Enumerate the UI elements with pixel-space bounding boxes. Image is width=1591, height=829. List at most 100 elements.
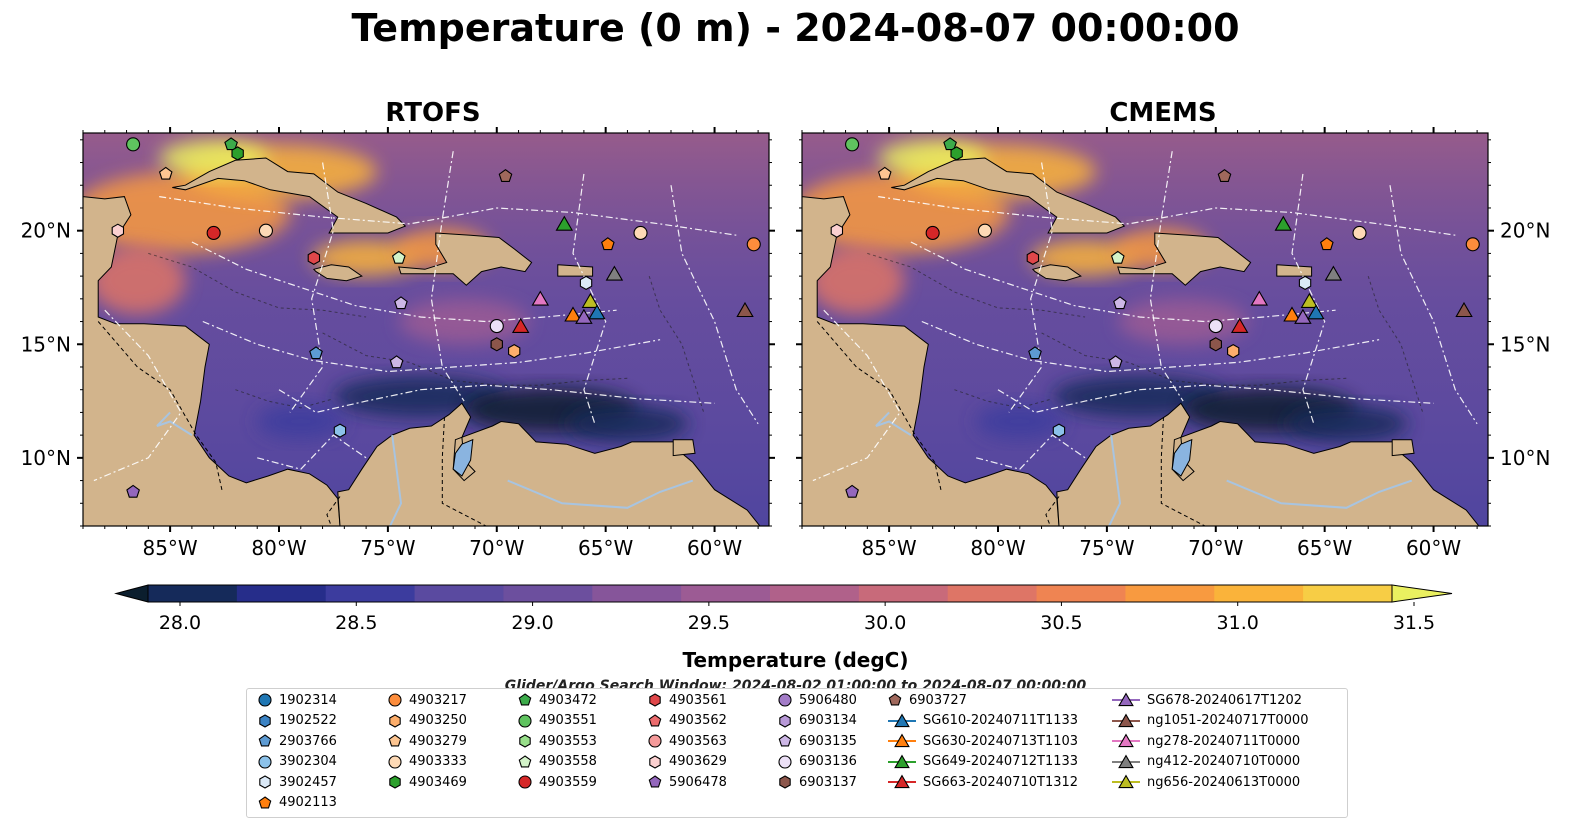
marker-SG663-20240710T1312 [1230, 317, 1249, 333]
colorbar-extend-high [1391, 584, 1453, 603]
legend-item: 4903472 [517, 690, 597, 710]
colorbar-segment [414, 585, 505, 602]
legend-marker [778, 734, 792, 747]
colorbar: 28.0 28.5 29.0 29.5 30.0 30.5 31.0 31.5 [114, 584, 1453, 634]
legend-item: 6903135 [777, 731, 857, 751]
legend-marker [649, 754, 661, 769]
legend-label: 3902457 [279, 774, 337, 790]
legend-item: 4903563 [647, 731, 727, 751]
legend-marker [518, 713, 532, 728]
legend-marker [1118, 774, 1134, 789]
legend-item: 4903562 [647, 711, 727, 731]
legend-marker [648, 713, 662, 726]
legend-label: SG610-20240711T1133 [923, 713, 1079, 728]
colorbar-segment [592, 585, 682, 602]
colorbar-segment [325, 585, 416, 602]
marker-4903629 [111, 223, 125, 238]
marker-4903472 [224, 137, 238, 151]
legend-item: 4902113 [257, 793, 337, 813]
marker-SG678-20240617T1202 [575, 308, 593, 324]
legend-marker [888, 693, 902, 706]
legend-label: ng656-20240613T0000 [1147, 774, 1301, 790]
warm-anomaly [89, 246, 186, 315]
marker-3902457 [1298, 275, 1312, 291]
legend-label: 6903135 [799, 733, 857, 749]
colorbar-tick-label: 28.0 [159, 612, 201, 634]
pentagon-marker-icon [258, 795, 272, 808]
marker-SG610-20240711T1133 [588, 304, 606, 320]
eez-boundary [430, 151, 465, 402]
lake-maracaibo [1171, 438, 1193, 477]
marker-3902304 [1052, 423, 1066, 438]
country-border [1045, 496, 1060, 526]
marker-4903250 [1227, 343, 1240, 359]
marker-ng656-20240613T0000 [581, 292, 600, 308]
lon-tick-label: 80°W [970, 536, 1025, 560]
legend-marker [519, 734, 531, 748]
depth-contour [954, 389, 1053, 409]
triangle-marker-icon [1112, 774, 1140, 789]
warm-anomaly [1117, 298, 1249, 345]
colorbar-tick-label: 29.0 [511, 612, 553, 634]
river [875, 411, 912, 436]
marker-SG630-20240713T1103 [564, 306, 582, 322]
legend-item: ng1051-20240717T0000 [1111, 711, 1308, 731]
map-panel-rtofs: 85°W 80°W 75°W 70°W 65°W 60°W 20°N 15°N 10°N [21, 127, 775, 560]
country-border [816, 321, 942, 493]
legend-label: 6903136 [799, 754, 857, 769]
colorbar-segment [947, 585, 1038, 602]
triangle-marker-icon [888, 753, 916, 768]
lake-maracaibo [452, 438, 474, 477]
marker-4903279 [158, 166, 173, 180]
legend-item: 4903217 [387, 690, 467, 710]
legend-label: 6903727 [909, 692, 967, 708]
legend-marker [648, 734, 662, 748]
hexagon-marker-icon [649, 754, 661, 769]
eez-boundary [1008, 162, 1054, 413]
triangle-marker-icon [888, 774, 916, 789]
marker-ng656-20240613T0000 [1300, 292, 1319, 308]
lat-tick-label: 15°N [21, 332, 71, 356]
hispaniola-land [398, 232, 533, 286]
circle-marker-icon [258, 693, 272, 707]
legend-item: 4903333 [387, 752, 467, 772]
legend-marker [518, 775, 532, 789]
circle-marker-icon [648, 734, 662, 748]
lon-tick-label: 60°W [1406, 536, 1461, 560]
legend-label: 4903551 [539, 713, 597, 728]
legend-label: 4903559 [539, 774, 597, 790]
depth-contour [235, 389, 334, 409]
puerto-rico-land [557, 264, 594, 277]
river [1108, 434, 1122, 526]
circle-marker-icon [518, 713, 532, 728]
legend-item: SG678-20240617T1202 [1111, 690, 1302, 710]
lon-tick-label: 85°W [142, 536, 197, 560]
trinidad-land [672, 439, 696, 457]
legend-label: ng412-20240710T0000 [1147, 754, 1301, 769]
lon-tick-label: 70°W [1188, 536, 1243, 560]
colorbar-segment [1125, 585, 1215, 602]
legend-label: 5906478 [669, 774, 727, 790]
legend-item: 4903559 [517, 772, 597, 792]
hexagon-marker-icon [259, 713, 271, 728]
marker-3902304 [1028, 346, 1042, 360]
legend-label: 4903469 [409, 774, 467, 790]
legend-item: 4903279 [387, 731, 467, 751]
marker-SG649-20240712T1133 [555, 215, 574, 231]
lat-tick-label: 20°N [1500, 219, 1550, 243]
legend-label: 2903766 [279, 733, 337, 749]
marker-4903333 [1352, 225, 1367, 241]
legend-marker [894, 733, 910, 748]
legend-item: SG649-20240712T1133 [887, 752, 1078, 772]
marker-4903333 [258, 223, 273, 238]
lat-tick-label: 20°N [21, 219, 71, 243]
marker-4903559 [206, 225, 221, 241]
marker-SG663-20240710T1312 [511, 317, 530, 333]
legend-label: 6903134 [799, 713, 857, 728]
marker-4903250 [508, 343, 521, 359]
hispaniola-land [1117, 232, 1252, 286]
legend-label: SG678-20240617T1202 [1147, 692, 1303, 708]
legend-item: 2903766 [257, 731, 337, 751]
legend-label: 4903333 [409, 754, 467, 769]
